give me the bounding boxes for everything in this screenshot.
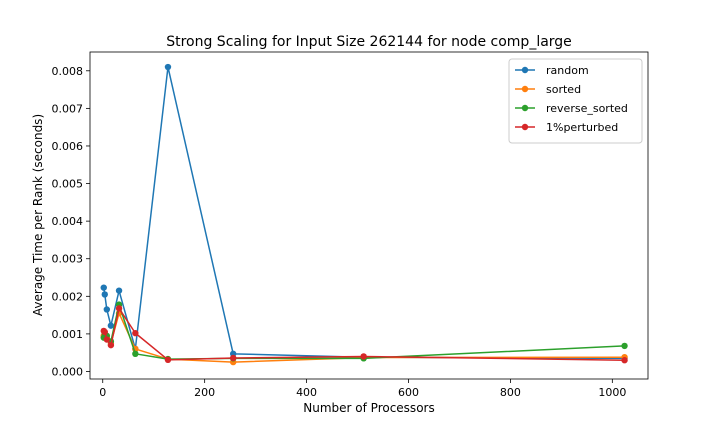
data-point	[164, 63, 172, 71]
x-tick-label: 200	[194, 386, 215, 399]
data-point	[621, 357, 628, 364]
legend-label: random	[546, 64, 589, 77]
data-point	[115, 305, 123, 312]
series-1%perturbed	[100, 305, 628, 364]
chart-title: Strong Scaling for Input Size 262144 for…	[166, 34, 572, 50]
data-point	[132, 329, 139, 337]
data-point	[103, 306, 111, 313]
data-point	[107, 322, 115, 329]
x-tick-label: 600	[398, 386, 419, 399]
data-point	[115, 287, 123, 294]
data-point	[107, 341, 115, 349]
data-point	[360, 353, 367, 360]
legend-label: sorted	[546, 83, 581, 96]
data-point	[103, 336, 111, 343]
x-tick-label: 400	[296, 386, 317, 399]
y-axis-ticks: 0.000 0.001 0.002 0.003 0.004 0.005 0.006 0.007…	[52, 65, 90, 378]
y-tick-label: 0.007	[52, 102, 84, 115]
legend-marker	[521, 123, 529, 131]
data-point	[101, 328, 108, 336]
legend-item: 1%perturbed	[515, 121, 618, 134]
x-axis-ticks: 0 200 400 600 800 1000	[99, 379, 626, 399]
series-layer	[100, 63, 628, 366]
data-point	[101, 291, 108, 298]
y-tick-label: 0.003	[52, 253, 84, 266]
x-tick-label: 800	[500, 386, 521, 399]
legend-frame	[508, 58, 643, 144]
legend: random sorted reverse_sorted 1%perturbed	[508, 58, 643, 144]
series-line	[103, 307, 625, 361]
legend-marker	[521, 66, 529, 74]
x-axis-label: Number of Processors	[303, 401, 434, 415]
legend-item: reverse_sorted	[515, 102, 628, 115]
legend-item: sorted	[515, 83, 581, 96]
y-tick-label: 0.006	[52, 140, 84, 153]
plot-frame	[89, 51, 649, 380]
data-point	[100, 284, 107, 291]
data-point	[229, 354, 237, 362]
y-axis-label: Average Time per Rank (seconds)	[31, 114, 45, 316]
data-point	[621, 342, 628, 350]
y-tick-label: 0.001	[52, 328, 84, 341]
y-tick-label: 0.000	[52, 365, 84, 378]
y-tick-label: 0.008	[52, 65, 84, 78]
data-point	[164, 356, 172, 364]
x-tick-label: 0	[99, 386, 106, 399]
legend-marker	[521, 104, 529, 112]
legend-marker	[521, 85, 529, 93]
data-point	[132, 350, 139, 358]
legend-label: reverse_sorted	[546, 102, 628, 115]
y-tick-label: 0.005	[52, 178, 84, 191]
x-tick-label: 1000	[598, 386, 626, 399]
y-tick-label: 0.002	[52, 290, 84, 303]
legend-item: random	[515, 64, 589, 77]
y-tick-label: 0.004	[52, 215, 84, 228]
legend-label: 1%perturbed	[546, 121, 618, 134]
